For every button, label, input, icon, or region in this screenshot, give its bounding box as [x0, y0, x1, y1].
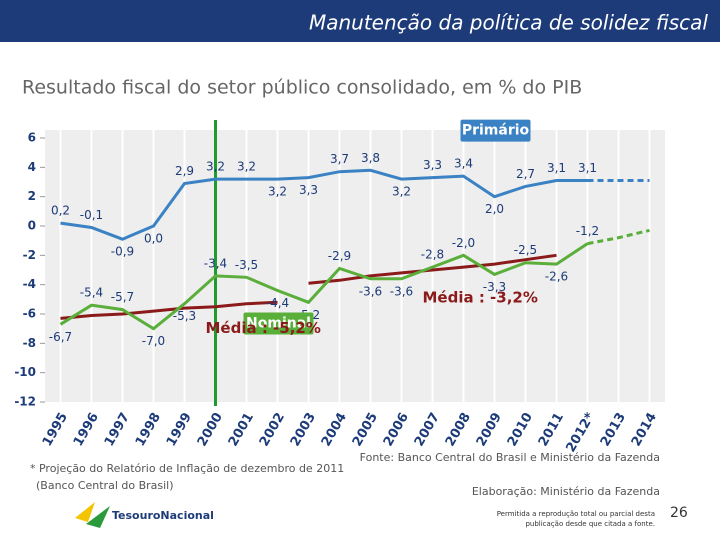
data-label: 2,0 — [485, 202, 504, 216]
plot-area — [45, 130, 665, 402]
average-line — [60, 300, 278, 320]
data-label: 0,0 — [144, 232, 163, 246]
x-tick-label: 1996 — [71, 410, 102, 449]
x-tick-label: 1997 — [102, 410, 133, 449]
data-label: -5,7 — [111, 290, 134, 304]
data-label: 3,2 — [268, 185, 287, 199]
data-label: -3,6 — [359, 284, 382, 298]
x-tick-label: 2006 — [381, 410, 412, 449]
x-tick-label: 2012* — [564, 410, 599, 455]
data-label: 3,2 — [237, 160, 256, 174]
x-tick-label: 2002 — [257, 410, 288, 449]
x-tick-label: 2010 — [505, 410, 536, 449]
y-tick-label: -6 — [23, 307, 36, 321]
y-tick-label: 2 — [28, 189, 36, 203]
footnote: * Projeção do Relatório de Inflação de d… — [30, 462, 344, 475]
legend-label: Primário — [462, 123, 530, 139]
data-label: 3,3 — [423, 158, 442, 172]
average-line — [308, 253, 557, 285]
y-tick-label: -2 — [23, 248, 36, 262]
data-label: -2,9 — [328, 249, 351, 263]
x-tick-label: 2011 — [536, 410, 567, 449]
data-label: -2,8 — [421, 248, 444, 262]
x-tick-label: 2013 — [598, 410, 629, 449]
data-label: -2,0 — [452, 236, 475, 250]
data-label: -6,7 — [49, 330, 72, 344]
data-label: -7,0 — [142, 334, 165, 348]
x-tick-label: 2007 — [412, 410, 443, 449]
series-callout — [460, 119, 531, 142]
data-label: -4,4 — [266, 296, 289, 310]
data-label: -3,3 — [483, 280, 506, 294]
data-label: 3,8 — [361, 151, 380, 165]
x-tick-label: 2004 — [319, 410, 350, 449]
series-line — [60, 168, 588, 241]
data-label: -1,2 — [576, 224, 599, 238]
x-tick-label: 2008 — [443, 410, 474, 449]
x-tick-label: 2014 — [629, 410, 660, 449]
y-tick-label: 6 — [28, 131, 36, 145]
data-label: -5,4 — [80, 286, 103, 300]
data-label: 3,1 — [547, 161, 566, 175]
notice: Permitida a reprodução total ou parcial … — [497, 510, 655, 518]
data-label: 3,2 — [206, 160, 225, 174]
data-label: 2,7 — [516, 167, 535, 181]
series-line — [59, 242, 589, 331]
projection-line — [587, 228, 650, 246]
source: Fonte: Banco Central do Brasil e Ministé… — [360, 451, 660, 464]
data-label: 3,7 — [330, 152, 349, 166]
logo-mark — [86, 506, 110, 528]
x-tick-label: 2000 — [195, 410, 226, 449]
x-tick-label: 2001 — [226, 410, 257, 449]
data-label: 2,9 — [175, 164, 194, 178]
series-callout — [243, 312, 314, 335]
header-bar — [0, 0, 720, 42]
data-label: 0,2 — [51, 204, 70, 218]
legend-label: Nominal — [246, 316, 311, 332]
footnote: (Banco Central do Brasil) — [36, 479, 174, 492]
y-tick-label: 0 — [28, 219, 36, 233]
notice: publicação desde que citada a fonte. — [525, 520, 655, 528]
y-tick-label: -8 — [23, 336, 36, 350]
data-label: 3,1 — [578, 161, 597, 175]
average-label: Média : -3,2% — [423, 288, 538, 306]
y-tick-label: -12 — [14, 395, 36, 409]
x-tick-label: 1998 — [133, 410, 164, 449]
x-tick-label: 2009 — [474, 410, 505, 449]
logo-mark — [75, 502, 95, 522]
data-label: -2,6 — [545, 270, 568, 284]
data-label: -0,1 — [80, 208, 103, 222]
data-label: 3,4 — [454, 157, 473, 171]
chart-title: Resultado fiscal do setor público consol… — [22, 77, 582, 99]
x-tick-label: 1999 — [164, 410, 195, 449]
data-label: -3,6 — [390, 284, 413, 298]
data-label: -5,3 — [173, 309, 196, 323]
x-tick-label: 2005 — [350, 410, 381, 449]
x-tick-label: 1995 — [40, 410, 71, 449]
header-title: Manutenção da política de solidez fiscal — [309, 11, 708, 35]
data-label: -3,5 — [235, 258, 258, 272]
data-label: 3,3 — [299, 183, 318, 197]
data-label: -2,5 — [514, 243, 537, 257]
data-label: -0,9 — [111, 245, 134, 259]
y-tick-label: 4 — [28, 160, 36, 174]
average-label: Média : -5,2% — [206, 319, 321, 337]
credit: Elaboração: Ministério da Fazenda — [472, 485, 660, 498]
x-tick-label: 2003 — [288, 410, 319, 449]
y-tick-label: -4 — [23, 277, 36, 291]
page-number: 26 — [670, 505, 688, 521]
data-label: -3,4 — [204, 256, 227, 270]
logo-text: TesouroNacional — [112, 509, 214, 522]
y-tick-label: -10 — [14, 365, 36, 379]
data-label: 3,2 — [392, 185, 411, 199]
